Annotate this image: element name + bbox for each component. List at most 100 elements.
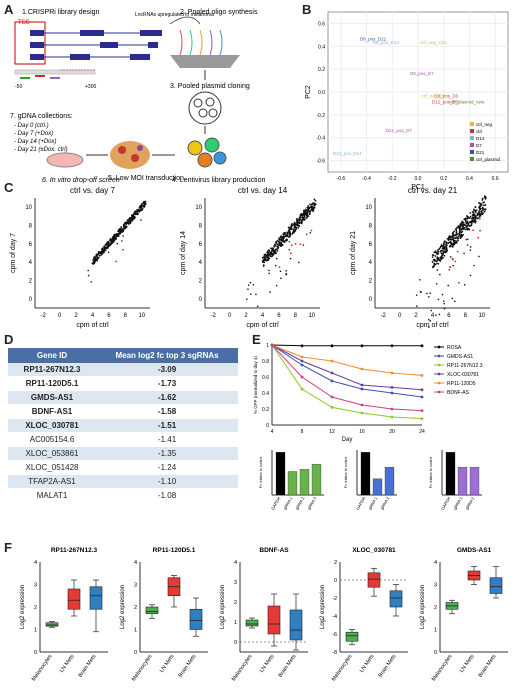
line-point (300, 387, 304, 391)
scatter-dot (478, 206, 480, 209)
scatter-dot (446, 244, 448, 247)
scatter-dot (295, 228, 298, 230)
scatter-dot (278, 237, 280, 240)
scatter-dot (444, 245, 447, 248)
box-body (245, 619, 259, 627)
box-group-label: Melanocytes (31, 654, 54, 683)
scatter-hit-dot (449, 266, 452, 269)
table-row: XLOC_030781 -1.51 (8, 418, 238, 433)
scatter-dot (426, 292, 428, 295)
scatter-dot (129, 220, 132, 222)
scatter-dot (484, 204, 487, 206)
scatter-dot (461, 228, 463, 231)
scatter-dot (141, 203, 143, 206)
line-point (420, 395, 424, 399)
scatter-dot (126, 222, 129, 225)
scatter-title: ctrl vs. day 14 (238, 186, 288, 195)
pca-point-label: D12_pos_D7 (386, 128, 413, 133)
scatter-dot (270, 251, 273, 253)
box-group-label: LN Mets (159, 654, 176, 674)
scatter-dot (303, 209, 305, 212)
scatter-dot (120, 226, 123, 228)
scatter-dot (101, 248, 103, 250)
panel-d-letter: D (4, 332, 14, 347)
scatter-dot (119, 231, 122, 233)
bar-label: gRNA 2 (379, 495, 391, 510)
scatter-dot (470, 223, 473, 226)
box-ytick: 1 (134, 628, 137, 634)
scatter-xtick: 10 (478, 313, 485, 319)
table-row: TFAP2A-AS1 -1.10 (8, 474, 238, 489)
line-ytick: 0.6 (262, 375, 269, 381)
box-ytick: 2 (434, 605, 437, 611)
panel-e-letter: E (252, 332, 261, 347)
box-ytick: -6 (332, 632, 337, 638)
scatter-dot (280, 277, 282, 280)
bar (469, 467, 480, 496)
box-ytick: 2 (234, 600, 237, 606)
col-mean-fc: Mean log2 fc top 3 sgRNAs (96, 348, 238, 363)
box-group-label: Brain Mets (378, 654, 398, 679)
bar (372, 478, 383, 496)
scatter-dot (300, 222, 303, 225)
scatter-dot (442, 251, 445, 254)
pca-point-label: D8_pos_D14 (373, 40, 400, 45)
scatter-dot (278, 242, 280, 245)
scatter-dot (428, 326, 430, 328)
line-series (271, 344, 423, 391)
scatter-dot (289, 226, 292, 229)
scatter-dot (473, 220, 475, 222)
box-ytick: 2 (134, 605, 137, 611)
scatter-dot (435, 260, 438, 263)
scatter-dot (127, 220, 130, 222)
scatter-dot (268, 249, 270, 251)
scatter-hit-dot (477, 236, 480, 239)
scatter-dot (456, 237, 459, 240)
scatter-dot (116, 234, 118, 237)
scatter-dot (431, 261, 434, 263)
line-point (300, 363, 304, 367)
scatter-dot (479, 202, 482, 205)
scatter-dot (247, 288, 249, 290)
pca-legend-label: ctrl_neg (476, 122, 493, 127)
pca-legend-swatch (470, 129, 474, 133)
pca-legend-swatch (470, 157, 474, 161)
scatter-dot (469, 246, 472, 248)
scatter-dot (456, 233, 458, 236)
scatter-dot (455, 231, 458, 234)
scatter-dot (294, 225, 297, 228)
scatter-dot (261, 261, 264, 263)
scatter-dot (477, 212, 480, 215)
scatter-dot (103, 251, 105, 254)
scatter-ytick: 4 (199, 260, 203, 266)
scatter-xtick: 4 (261, 313, 265, 319)
scatter-dot (435, 282, 438, 285)
scatter-dot (298, 261, 300, 264)
scatter-dot (469, 249, 472, 251)
scatter-dot (483, 204, 485, 207)
scatter-dot (247, 284, 250, 286)
gene-table: Gene ID Mean log2 fc top 3 sgRNAs RP11-2… (8, 348, 238, 503)
scatter-dot (481, 199, 484, 201)
box-body (45, 622, 59, 627)
box-ylabel: Log2 expression (20, 585, 26, 629)
scatter-dot (484, 196, 487, 198)
scatter-dot (132, 216, 135, 218)
scatter-dot (416, 305, 418, 307)
box-title: BDNF-AS (259, 547, 289, 554)
fc-cell: -1.10 (96, 474, 238, 489)
scatter-dot (303, 215, 306, 218)
line-point (420, 388, 424, 392)
scatter-dot (276, 243, 279, 246)
bar-label: GAPDH (440, 496, 451, 511)
line-ytick: 1 (266, 343, 269, 349)
scatter-dot (437, 252, 440, 255)
box-ytick: 0 (234, 640, 237, 646)
scatter-dot (302, 216, 304, 219)
fc-cell: -1.73 (96, 376, 238, 391)
scatter-dot (95, 253, 98, 256)
scatter-dot (480, 203, 483, 206)
pca-xtick: 0.4 (466, 176, 473, 182)
table-row: XLOC_053861 -1.35 (8, 446, 238, 461)
